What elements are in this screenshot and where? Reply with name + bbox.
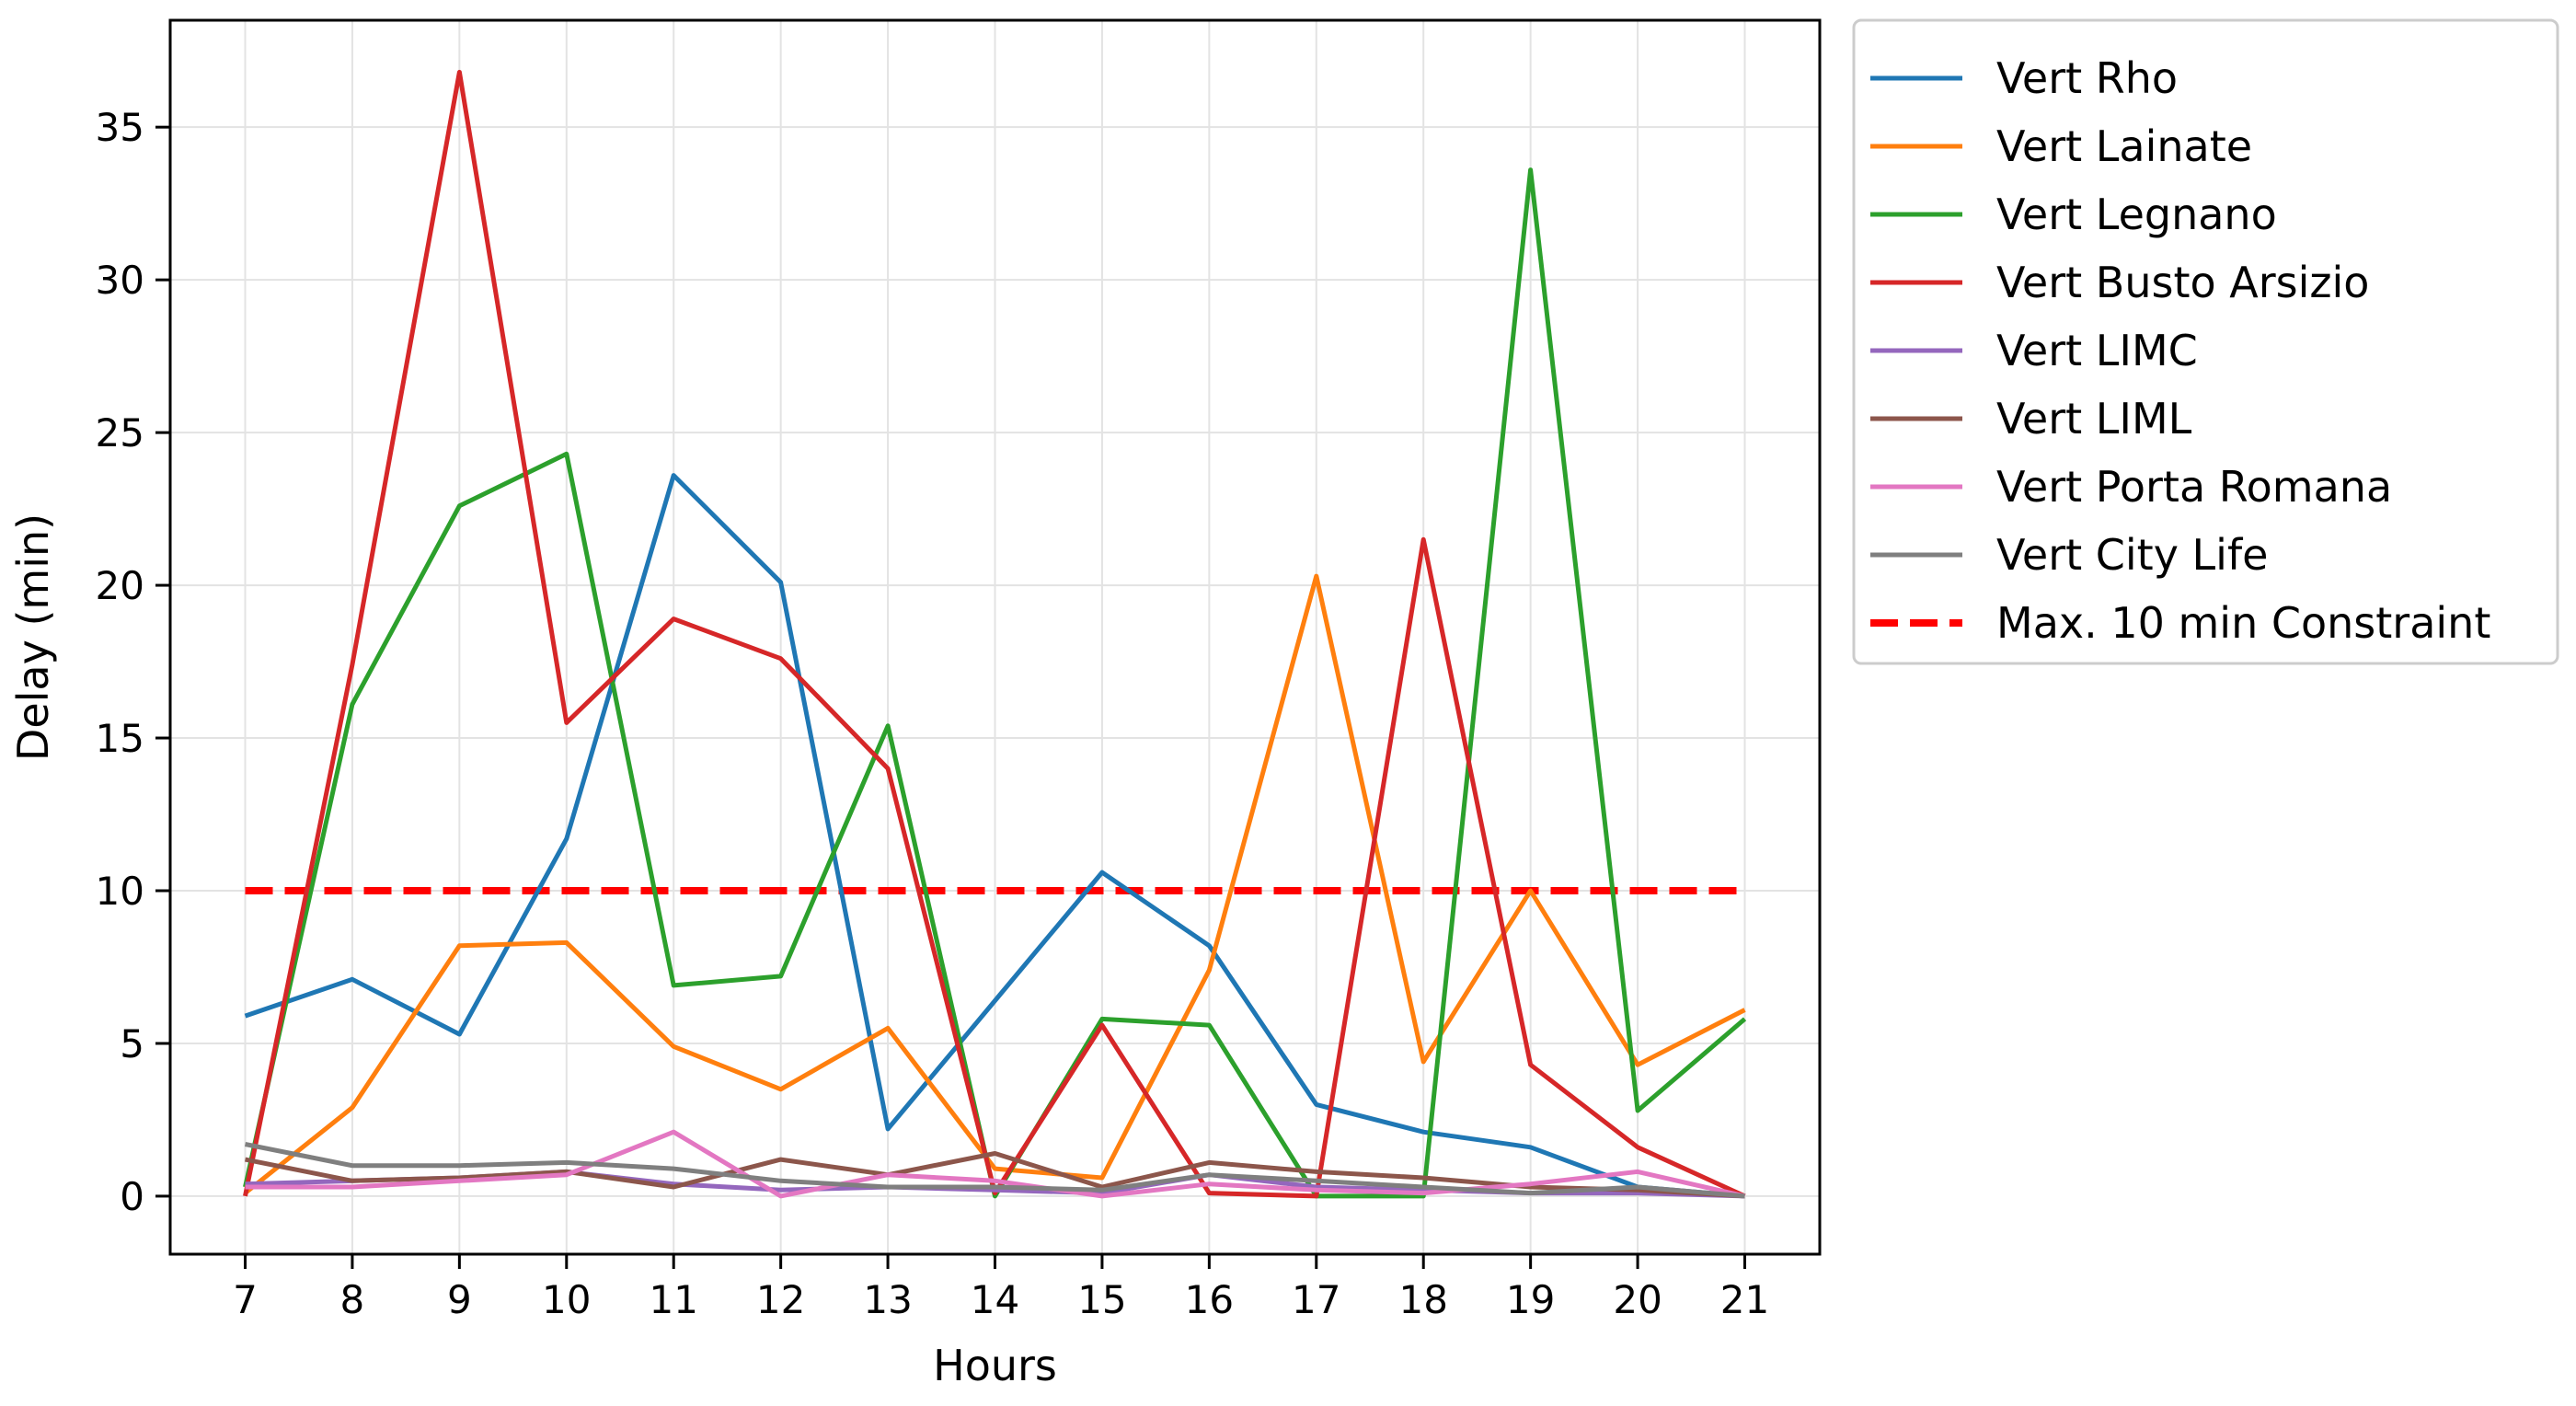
x-tick-label: 21 (1720, 1277, 1769, 1322)
legend-frame (1852, 18, 2559, 665)
series-line-0 (244, 473, 1745, 1199)
x-axis-title: Hours (933, 1341, 1057, 1390)
legend-label-5: Vert LIML (1996, 394, 2192, 444)
x-tick-label: 20 (1613, 1277, 1662, 1322)
x-tick-label: 10 (542, 1277, 591, 1322)
series-line-5 (245, 1151, 1745, 1199)
y-tick-label: 0 (120, 1174, 144, 1219)
legend-label-0: Vert Rho (1996, 53, 2178, 103)
y-tick-label: 15 (96, 716, 144, 761)
legend-label-7: Vert City Life (1996, 530, 2268, 580)
y-tick-label: 20 (96, 563, 144, 608)
x-tick-label: 15 (1077, 1277, 1126, 1322)
x-tick-label: 12 (756, 1277, 805, 1322)
x-tick-label: 13 (863, 1277, 912, 1322)
x-tick-label: 19 (1506, 1277, 1555, 1322)
series-line-3 (243, 69, 1746, 1199)
series-layer (243, 69, 1747, 1199)
y-tick-label: 35 (96, 105, 144, 150)
x-tick-label: 11 (649, 1277, 697, 1322)
x-tick-label: 14 (971, 1277, 1019, 1322)
x-tick-label: 9 (447, 1277, 472, 1322)
series-line-6 (245, 1129, 1746, 1199)
x-tick-label: 18 (1398, 1277, 1447, 1322)
legend-label-4: Vert LIMC (1996, 326, 2198, 375)
series-line-7 (245, 1142, 1745, 1199)
x-tick-label: 8 (340, 1277, 365, 1322)
y-tick-label: 5 (120, 1021, 144, 1066)
x-tick-label: 17 (1292, 1277, 1340, 1322)
grid (170, 20, 1820, 1254)
legend-label-1: Vert Lainate (1996, 121, 2252, 171)
series-line-1 (243, 573, 1746, 1195)
y-axis-title: Delay (min) (8, 513, 58, 761)
legend-label-3: Vert Busto Arsizio (1996, 258, 2369, 307)
axes: 7 8 9 10 11 12 13 14 15 16 17 18 19 20 21 0 5 10 15 20 25 30 3… (96, 105, 1770, 1322)
legend: Vert Rho Vert Lainate Vert Legnano Vert Bus… (1852, 18, 2559, 665)
legend-label-2: Vert Legnano (1996, 190, 2277, 239)
series-line-2 (243, 167, 1747, 1199)
y-tick-label: 10 (96, 869, 144, 914)
x-tick-label: 16 (1185, 1277, 1234, 1322)
x-tick-label: 7 (233, 1277, 258, 1322)
y-tick-label: 30 (96, 258, 144, 303)
legend-label-6: Vert Porta Romana (1996, 462, 2392, 512)
y-tick-label: 25 (96, 410, 144, 455)
legend-label-8: Max. 10 min Constraint (1996, 598, 2490, 648)
